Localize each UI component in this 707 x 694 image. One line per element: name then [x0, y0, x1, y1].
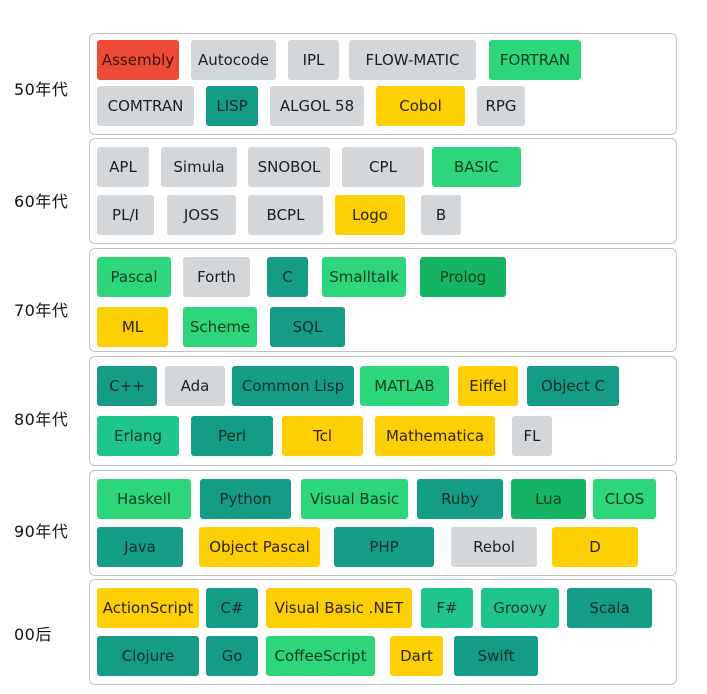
language-chip: Pascal — [97, 257, 171, 297]
language-chip: FORTRAN — [489, 40, 581, 80]
language-chip: Rebol — [451, 527, 537, 567]
language-chip: Mathematica — [375, 416, 495, 456]
language-chip: Erlang — [97, 416, 179, 456]
language-chip: Autocode — [191, 40, 276, 80]
language-chip: Clojure — [97, 636, 199, 676]
language-chip: BASIC — [432, 147, 521, 187]
language-chip: Simula — [161, 147, 237, 187]
language-chip: Tcl — [282, 416, 363, 456]
language-chip: Prolog — [420, 257, 506, 297]
language-chip: C — [267, 257, 308, 297]
language-chip: ML — [97, 307, 168, 347]
decade-label: 50年代 — [14, 80, 69, 99]
language-chip: Forth — [183, 257, 250, 297]
language-chip: Ada — [165, 366, 225, 406]
language-chip: RPG — [477, 86, 525, 126]
language-chip: ActionScript — [97, 588, 199, 628]
language-chip: PHP — [334, 527, 434, 567]
language-chip: SQL — [270, 307, 345, 347]
language-chip: Java — [97, 527, 183, 567]
decade-label: 80年代 — [14, 410, 69, 429]
language-chip: Assembly — [97, 40, 179, 80]
language-chip: IPL — [288, 40, 339, 80]
language-chip: Cobol — [376, 86, 465, 126]
language-chip: Dart — [390, 636, 443, 676]
language-chip: Smalltalk — [322, 257, 406, 297]
decade-label: 60年代 — [14, 192, 69, 211]
language-chip: BCPL — [248, 195, 323, 235]
language-chip: Go — [206, 636, 258, 676]
language-chip: Groovy — [481, 588, 559, 628]
language-chip: Scheme — [183, 307, 257, 347]
language-chip: Lua — [511, 479, 586, 519]
language-chip: COMTRAN — [97, 86, 194, 126]
language-chip: Perl — [191, 416, 273, 456]
language-chip: Visual Basic — [301, 479, 408, 519]
language-chip: Swift — [454, 636, 538, 676]
language-chip: CoffeeScript — [266, 636, 375, 676]
language-chip: FL — [512, 416, 552, 456]
language-chip: Scala — [567, 588, 652, 628]
language-chip: C++ — [97, 366, 157, 406]
language-chip: JOSS — [167, 195, 236, 235]
language-chip: ALGOL 58 — [270, 86, 364, 126]
language-chip: APL — [97, 147, 149, 187]
language-chip: FLOW-MATIC — [349, 40, 476, 80]
language-chip: F# — [421, 588, 473, 628]
language-chip: Common Lisp — [232, 366, 354, 406]
language-chip: SNOBOL — [248, 147, 330, 187]
language-chip: CLOS — [593, 479, 656, 519]
language-chip: Eiffel — [458, 366, 518, 406]
language-chip: PL/I — [97, 195, 154, 235]
language-chip: MATLAB — [360, 366, 449, 406]
decade-label: 90年代 — [14, 522, 69, 541]
language-chip: D — [552, 527, 638, 567]
language-chip: Ruby — [417, 479, 503, 519]
language-chip: CPL — [342, 147, 424, 187]
language-chip: C# — [206, 588, 258, 628]
language-chip: Haskell — [97, 479, 191, 519]
language-chip: Object Pascal — [199, 527, 320, 567]
decade-label: 70年代 — [14, 301, 69, 320]
decade-label: 00后 — [14, 625, 52, 644]
language-chip: B — [421, 195, 461, 235]
language-chip: Logo — [335, 195, 405, 235]
language-chip: Object C — [527, 366, 619, 406]
language-chip: Python — [200, 479, 291, 519]
language-chip: LISP — [206, 86, 258, 126]
language-chip: Visual Basic .NET — [266, 588, 412, 628]
